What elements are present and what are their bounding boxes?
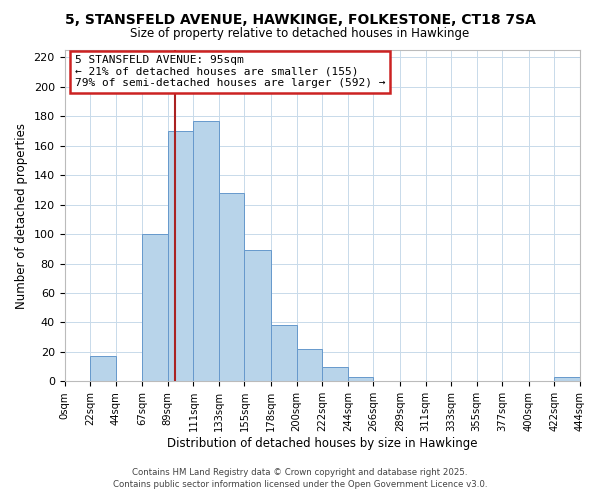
- Bar: [244, 250, 271, 382]
- Bar: [348, 377, 373, 382]
- Text: 5, STANSFELD AVENUE, HAWKINGE, FOLKESTONE, CT18 7SA: 5, STANSFELD AVENUE, HAWKINGE, FOLKESTON…: [65, 12, 535, 26]
- Bar: [142, 234, 168, 382]
- Bar: [271, 326, 297, 382]
- Bar: [322, 366, 348, 382]
- X-axis label: Distribution of detached houses by size in Hawkinge: Distribution of detached houses by size …: [167, 437, 478, 450]
- Text: Contains HM Land Registry data © Crown copyright and database right 2025.
Contai: Contains HM Land Registry data © Crown c…: [113, 468, 487, 489]
- Text: Size of property relative to detached houses in Hawkinge: Size of property relative to detached ho…: [130, 28, 470, 40]
- Bar: [90, 356, 116, 382]
- Bar: [297, 349, 322, 382]
- Y-axis label: Number of detached properties: Number of detached properties: [15, 122, 28, 308]
- Text: 5 STANSFELD AVENUE: 95sqm
← 21% of detached houses are smaller (155)
79% of semi: 5 STANSFELD AVENUE: 95sqm ← 21% of detac…: [75, 55, 385, 88]
- Bar: [193, 120, 219, 382]
- Bar: [554, 377, 580, 382]
- Bar: [168, 131, 193, 382]
- Bar: [219, 193, 244, 382]
